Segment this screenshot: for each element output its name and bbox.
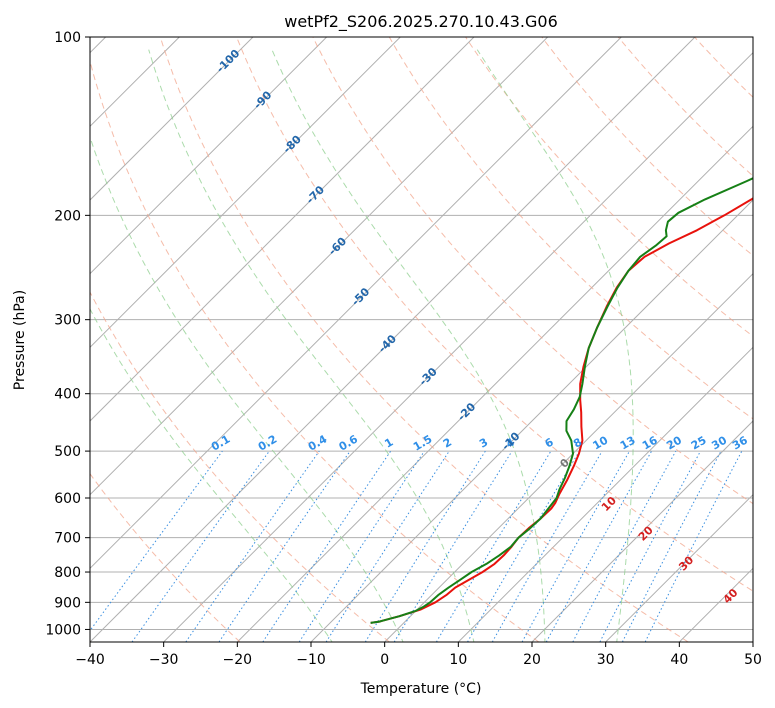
y-tick-label: 200 <box>54 208 81 224</box>
dry-adiabat <box>617 37 753 177</box>
mixing-ratio-line <box>262 450 392 642</box>
y-axis-label: Pressure (hPa) <box>12 290 28 390</box>
isotherm-line <box>163 51 753 642</box>
mixing-ratio-line <box>131 450 270 642</box>
mixing-ratio-line <box>545 450 653 642</box>
x-tick-label: 50 <box>744 652 762 668</box>
isotherm-line <box>90 37 475 422</box>
isotherm-line <box>90 37 328 275</box>
y-tick-label: 700 <box>54 531 81 547</box>
dry-adiabat <box>236 37 753 592</box>
mixing-ratio-line <box>644 450 743 642</box>
y-tick-label: 800 <box>54 565 81 581</box>
dry-adiabat <box>159 37 689 642</box>
isotherm-line <box>90 37 401 349</box>
moist-adiabat <box>90 308 333 642</box>
isotherm-line <box>605 493 753 642</box>
plot-frame <box>89 36 754 643</box>
chart-title: wetPf2_S206.2025.270.10.43.G06 <box>284 12 558 32</box>
dry-adiabat <box>388 37 753 420</box>
mixing-ratio-line <box>218 450 351 642</box>
isotherm-line <box>457 346 753 642</box>
dry-adiabat <box>90 291 390 642</box>
x-tick-label: −10 <box>296 652 326 668</box>
x-tick-label: −20 <box>223 652 253 668</box>
y-tick-label: 300 <box>54 313 81 329</box>
y-tick-label: 1000 <box>45 622 81 638</box>
y-tick-label: 900 <box>54 595 81 611</box>
moist-adiabat <box>148 49 475 642</box>
isotherm-line <box>90 37 549 496</box>
mixing-ratio-line <box>491 450 603 642</box>
moist-adiabat <box>476 49 634 642</box>
isotherm-line <box>90 37 696 642</box>
x-tick-label: 20 <box>523 652 541 668</box>
x-tick-label: 30 <box>597 652 615 668</box>
x-tick-label: 10 <box>449 652 467 668</box>
isotherm-line <box>384 272 753 642</box>
x-tick-label: 40 <box>670 652 688 668</box>
moist-adiabat <box>90 135 404 642</box>
x-tick-label: −30 <box>149 652 179 668</box>
dry-adiabat <box>312 37 753 505</box>
x-tick-label: −40 <box>75 652 105 668</box>
isotherm-line <box>310 199 753 642</box>
y-tick-label: 100 <box>54 30 81 46</box>
isotherm-line <box>236 125 753 642</box>
mixing-ratio-line <box>393 450 513 642</box>
dry-adiabat <box>90 59 540 642</box>
mixing-ratio-line <box>185 450 320 642</box>
mixing-ratio-line <box>435 450 552 642</box>
x-axis-label: Temperature (°C) <box>360 681 482 697</box>
isotherm-line <box>90 37 622 570</box>
isotherm-line <box>531 420 753 642</box>
temperature-profile <box>370 197 753 624</box>
dewpoint-profile <box>370 177 753 624</box>
y-tick-label: 500 <box>54 444 81 460</box>
y-tick-label: 400 <box>54 387 81 403</box>
x-tick-label: 0 <box>380 652 389 668</box>
mixing-ratio-line <box>467 450 580 642</box>
y-tick-label: 600 <box>54 491 81 507</box>
isotherm-line <box>90 37 254 201</box>
mixing-ratio-line <box>521 450 630 642</box>
